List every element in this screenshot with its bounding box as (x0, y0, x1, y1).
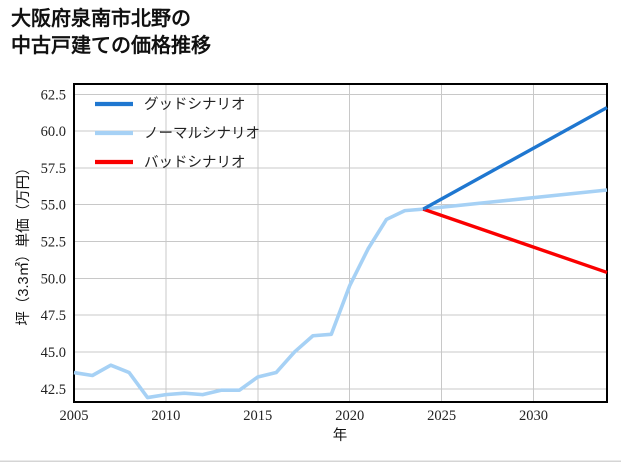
legend-label: ノーマルシナリオ (144, 126, 260, 142)
y-tick-label: 52.5 (41, 235, 66, 251)
y-tick-label: 45.0 (41, 345, 66, 361)
x-tick-label: 2005 (60, 408, 89, 424)
chart-title: 大阪府泉南市北野の 中古戸建ての価格推移 (11, 6, 611, 59)
x-tick-label: 2030 (519, 408, 548, 424)
y-tick-label: 60.0 (41, 124, 66, 140)
series-line-bad (422, 207, 608, 275)
x-tick-label: 2025 (427, 408, 456, 424)
y-tick-label: 47.5 (41, 308, 66, 324)
y-tick-label: 62.5 (41, 87, 66, 103)
x-axis-title: 年 (333, 427, 348, 444)
y-tick-label: 57.5 (41, 161, 66, 177)
series-line-good (422, 106, 608, 211)
series-line-normal (73, 188, 608, 400)
chart-title-line1: 大阪府泉南市北野の (11, 8, 191, 30)
legend-label: バッドシナリオ (144, 155, 246, 171)
legend-label: グッドシナリオ (144, 96, 246, 113)
y-tick-label: 50.0 (41, 271, 66, 287)
x-tick-label: 2015 (243, 408, 272, 424)
y-tick-label: 42.5 (41, 382, 66, 398)
plot-frame (72, 82, 609, 404)
x-tick-labels-group: 2005 2010 2015 2020 2025 2030 (60, 408, 548, 424)
y-axis-title: 坪（3.3㎡）単価（万円） (15, 160, 32, 325)
x-tick-label: 2010 (151, 408, 180, 424)
chart-title-line2: 中古戸建ての価格推移 (11, 34, 211, 57)
x-tick-label: 2020 (335, 408, 364, 424)
y-tick-label: 55.0 (41, 198, 66, 214)
series-lines-group (73, 106, 608, 400)
y-tick-labels-group: 42.5 45.0 47.5 50.0 52.5 55.0 57.5 60.0 62.5 (41, 87, 66, 397)
